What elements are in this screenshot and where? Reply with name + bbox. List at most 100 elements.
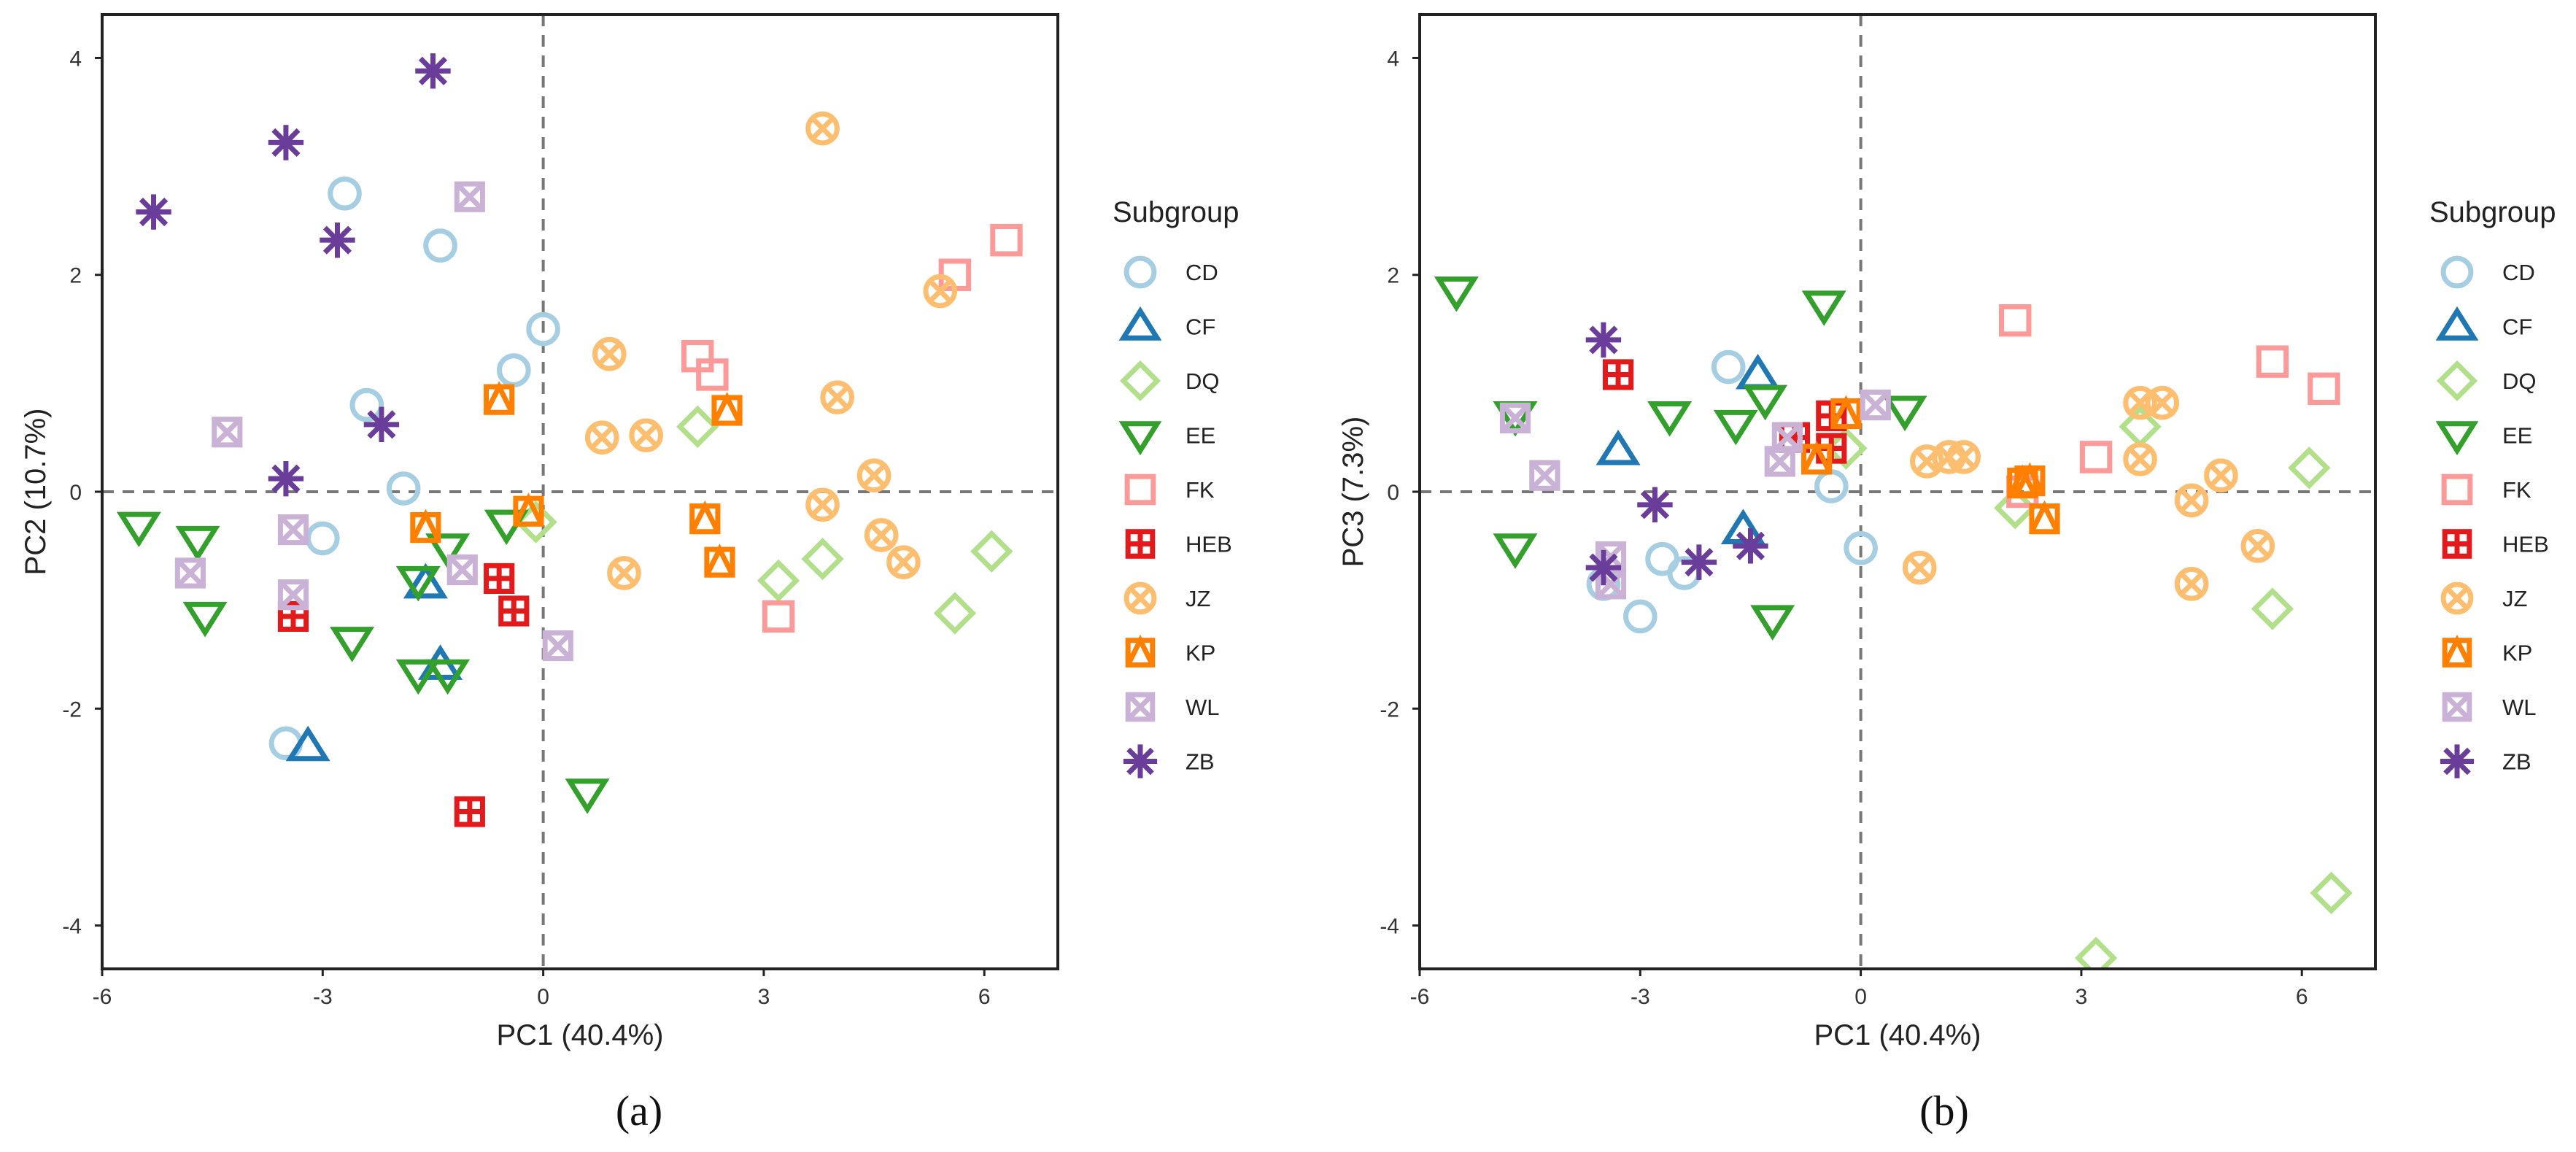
- data-point: [330, 627, 375, 662]
- legend-marker: [2440, 255, 2474, 289]
- legend-item-wl: WL: [1125, 692, 1220, 722]
- axis-ticks: -6 -3 0 3 6 -4 -2 0 2 4: [1380, 47, 2308, 1009]
- legend-label: FK: [2502, 477, 2531, 503]
- data-point: [1830, 395, 1862, 430]
- data-point: [1902, 550, 1937, 585]
- legend-item-zb: ZB: [1123, 744, 1215, 778]
- data-point: [592, 336, 627, 371]
- legend-label: ZB: [2502, 749, 2531, 775]
- data-point: [1681, 544, 1717, 580]
- legend-marker: [1124, 473, 1156, 506]
- legend-item-cd: CD: [1123, 255, 1218, 289]
- y-tick-label: 2: [69, 264, 82, 288]
- legend-marker: [1119, 360, 1161, 402]
- panel-b: -6 -3 0 3 6 -4 -2 0 2 4 PC1 (40.4%) PC3 (7.3%) (b…: [1337, 13, 2377, 1134]
- legend-marker: [2435, 306, 2479, 341]
- legend-label: KP: [2502, 641, 2532, 666]
- data-point: [1585, 322, 1622, 358]
- y-tick-label: 4: [1387, 47, 1399, 71]
- legend-item-dq: DQ: [1119, 360, 1220, 402]
- data-point: [526, 312, 560, 347]
- data-point: [2014, 462, 2046, 497]
- x-tick-label: 3: [758, 985, 770, 1009]
- data-point: [513, 492, 544, 527]
- y-tick-label: -2: [1380, 697, 1399, 722]
- data-point: [1999, 304, 2032, 337]
- data-point: [1711, 349, 1746, 384]
- data-point: [423, 228, 457, 263]
- legend-label: CF: [2502, 314, 2532, 340]
- data-point: [864, 518, 899, 552]
- legend-label: KP: [1185, 641, 1215, 666]
- legend-item-wl: WL: [2442, 692, 2537, 722]
- data-point: [704, 544, 735, 578]
- series-wl: [174, 181, 573, 662]
- legend-item-jz: JZ: [1123, 581, 1210, 615]
- data-point: [446, 554, 478, 586]
- x-axis-title: PC1 (40.4%): [497, 1019, 664, 1051]
- legend-label: DQ: [2502, 368, 2537, 394]
- data-point: [425, 659, 471, 695]
- panel-caption: (a): [616, 1087, 662, 1134]
- data-point: [410, 509, 441, 544]
- legend-label: ZB: [1185, 749, 1215, 775]
- series-cd: [1586, 349, 1878, 634]
- data-point: [403, 563, 448, 599]
- data-point: [1946, 440, 1981, 474]
- data-point: [484, 563, 515, 595]
- legend: Subgroup CD CF DQ EE FK HEB JZ KP WL ZB: [2429, 196, 2556, 778]
- legend-item-jz: JZ: [2440, 581, 2527, 615]
- legend-marker: [2440, 581, 2474, 615]
- legend-title: Subgroup: [2429, 196, 2556, 228]
- legend-marker: [1118, 421, 1162, 456]
- data-point: [415, 53, 451, 89]
- data-point: [306, 521, 340, 556]
- data-point: [2204, 458, 2238, 493]
- legend-label: CF: [1185, 314, 1215, 340]
- data-point: [607, 556, 641, 590]
- data-point: [801, 538, 844, 581]
- x-tick-label: 0: [1854, 985, 1867, 1009]
- x-tick-label: -3: [1631, 985, 1650, 1009]
- data-point: [136, 194, 171, 230]
- data-point: [1736, 353, 1781, 390]
- data-point: [1499, 402, 1531, 434]
- data-point: [349, 387, 384, 422]
- data-point: [629, 418, 663, 453]
- data-point: [805, 487, 840, 522]
- legend-marker: [2436, 360, 2478, 402]
- data-point: [454, 796, 485, 827]
- series-zb: [1585, 322, 1768, 586]
- data-point: [689, 500, 721, 535]
- data-point: [116, 511, 161, 548]
- data-point: [856, 458, 891, 493]
- data-point: [484, 381, 515, 415]
- legend-marker: [2440, 744, 2475, 778]
- data-point: [2256, 345, 2289, 378]
- series-heb: [277, 563, 530, 827]
- data-point: [2174, 483, 2209, 518]
- legend-label: WL: [1185, 695, 1220, 720]
- y-tick-label: 0: [1387, 481, 1399, 505]
- data-point: [1910, 444, 1944, 479]
- legend-marker: [1118, 306, 1162, 341]
- legend-label: CD: [1185, 260, 1218, 285]
- data-point: [328, 176, 362, 211]
- data-point: [2288, 447, 2331, 490]
- legend-label: HEB: [1185, 532, 1232, 557]
- data-point: [2145, 385, 2180, 420]
- data-point: [1623, 599, 1658, 634]
- data-point: [1596, 429, 1641, 465]
- data-point: [2079, 441, 2113, 473]
- scatter-points: [1434, 277, 2353, 969]
- data-point: [1801, 290, 1846, 326]
- data-point: [1860, 389, 1891, 421]
- legend-item-fk: FK: [2441, 473, 2531, 506]
- data-point: [1882, 395, 1927, 432]
- legend-marker: [1123, 581, 1157, 615]
- series-ee: [116, 509, 610, 814]
- legend-marker: [2442, 692, 2472, 722]
- x-tick-label: -6: [1410, 985, 1430, 1009]
- data-point: [174, 557, 206, 589]
